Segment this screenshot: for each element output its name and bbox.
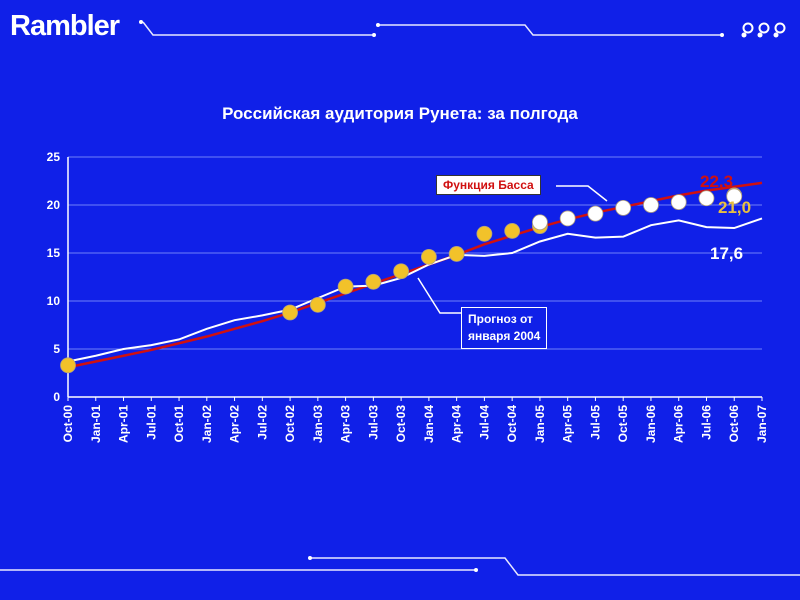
forecast-connector [417, 277, 461, 314]
gold-data-point [476, 225, 493, 242]
x-tick-label: Jan-07 [755, 405, 769, 443]
x-tick-label: Jan-03 [311, 405, 325, 443]
x-tick-label: Jan-05 [533, 405, 547, 443]
y-tick-label: 0 [53, 390, 60, 404]
white-data-point [532, 214, 548, 231]
gold-data-point [504, 223, 521, 239]
x-tick-label: Apr-04 [450, 405, 464, 443]
white-data-point [615, 199, 632, 216]
value-label-bass: 22,3 [700, 172, 733, 191]
x-tick-label: Oct-01 [172, 405, 186, 443]
x-tick-label: Apr-03 [339, 405, 353, 443]
x-tick-label: Jan-06 [644, 405, 658, 443]
x-tick-label: Oct-00 [61, 405, 75, 443]
y-tick-label: 20 [47, 198, 61, 212]
gold-data-point [309, 296, 326, 313]
rambler-logo: Rambler [10, 10, 120, 42]
x-tick-label: Jul-04 [477, 405, 491, 440]
gold-data-point [60, 357, 76, 374]
x-tick-label: Jan-01 [89, 405, 103, 443]
x-tick-label: Jul-01 [144, 405, 158, 440]
chart-title: Российская аудитория Рунета: за полгода [222, 104, 578, 123]
forecast-label-line-1: Прогноз от [468, 312, 533, 326]
x-tick-label: Oct-04 [505, 405, 519, 443]
gold-data-point [420, 248, 437, 265]
gold-data-point [337, 278, 354, 295]
y-tick-label: 5 [53, 342, 60, 356]
x-tick-label: Apr-01 [117, 405, 131, 443]
y-tick-label: 25 [47, 150, 61, 164]
bass-function-label: Функция Басса [436, 175, 541, 195]
white-data-point [698, 190, 715, 207]
value-label-forecast: 17,6 [710, 244, 743, 263]
white-data-point [587, 205, 604, 222]
bass-function-line [67, 181, 763, 369]
x-tick-label: Jul-06 [699, 405, 713, 440]
gold-data-point [393, 263, 410, 280]
x-tick-label: Jul-05 [588, 405, 602, 440]
value-label-actual: 21,0 [718, 198, 751, 217]
white-data-point [643, 197, 659, 213]
forecast-line [67, 217, 763, 363]
x-tick-label: Jan-02 [200, 405, 214, 443]
x-tick-label: Oct-02 [283, 405, 297, 443]
x-tick-label: Oct-05 [616, 405, 630, 443]
y-tick-label: 15 [47, 246, 61, 260]
gold-data-point [448, 246, 465, 262]
x-tick-label: Apr-05 [561, 405, 575, 443]
x-tick-label: Oct-03 [394, 405, 408, 443]
forecast-label: Прогноз от января 2004 [461, 307, 548, 349]
gold-data-point [282, 304, 298, 321]
bass-connector [556, 185, 608, 202]
x-tick-label: Jul-02 [255, 405, 269, 440]
x-tick-label: Apr-02 [228, 405, 242, 443]
white-data-point [670, 194, 687, 211]
forecast-label-line-2: января 2004 [468, 329, 541, 343]
x-tick-label: Jul-03 [366, 405, 380, 440]
white-data-point [726, 188, 743, 205]
y-tick-label: 10 [47, 294, 61, 308]
white-data-point [559, 210, 576, 227]
x-tick-label: Jan-04 [422, 405, 436, 443]
gold-data-point [365, 273, 382, 290]
x-tick-label: Oct-06 [727, 405, 741, 443]
x-tick-label: Apr-06 [672, 405, 686, 443]
